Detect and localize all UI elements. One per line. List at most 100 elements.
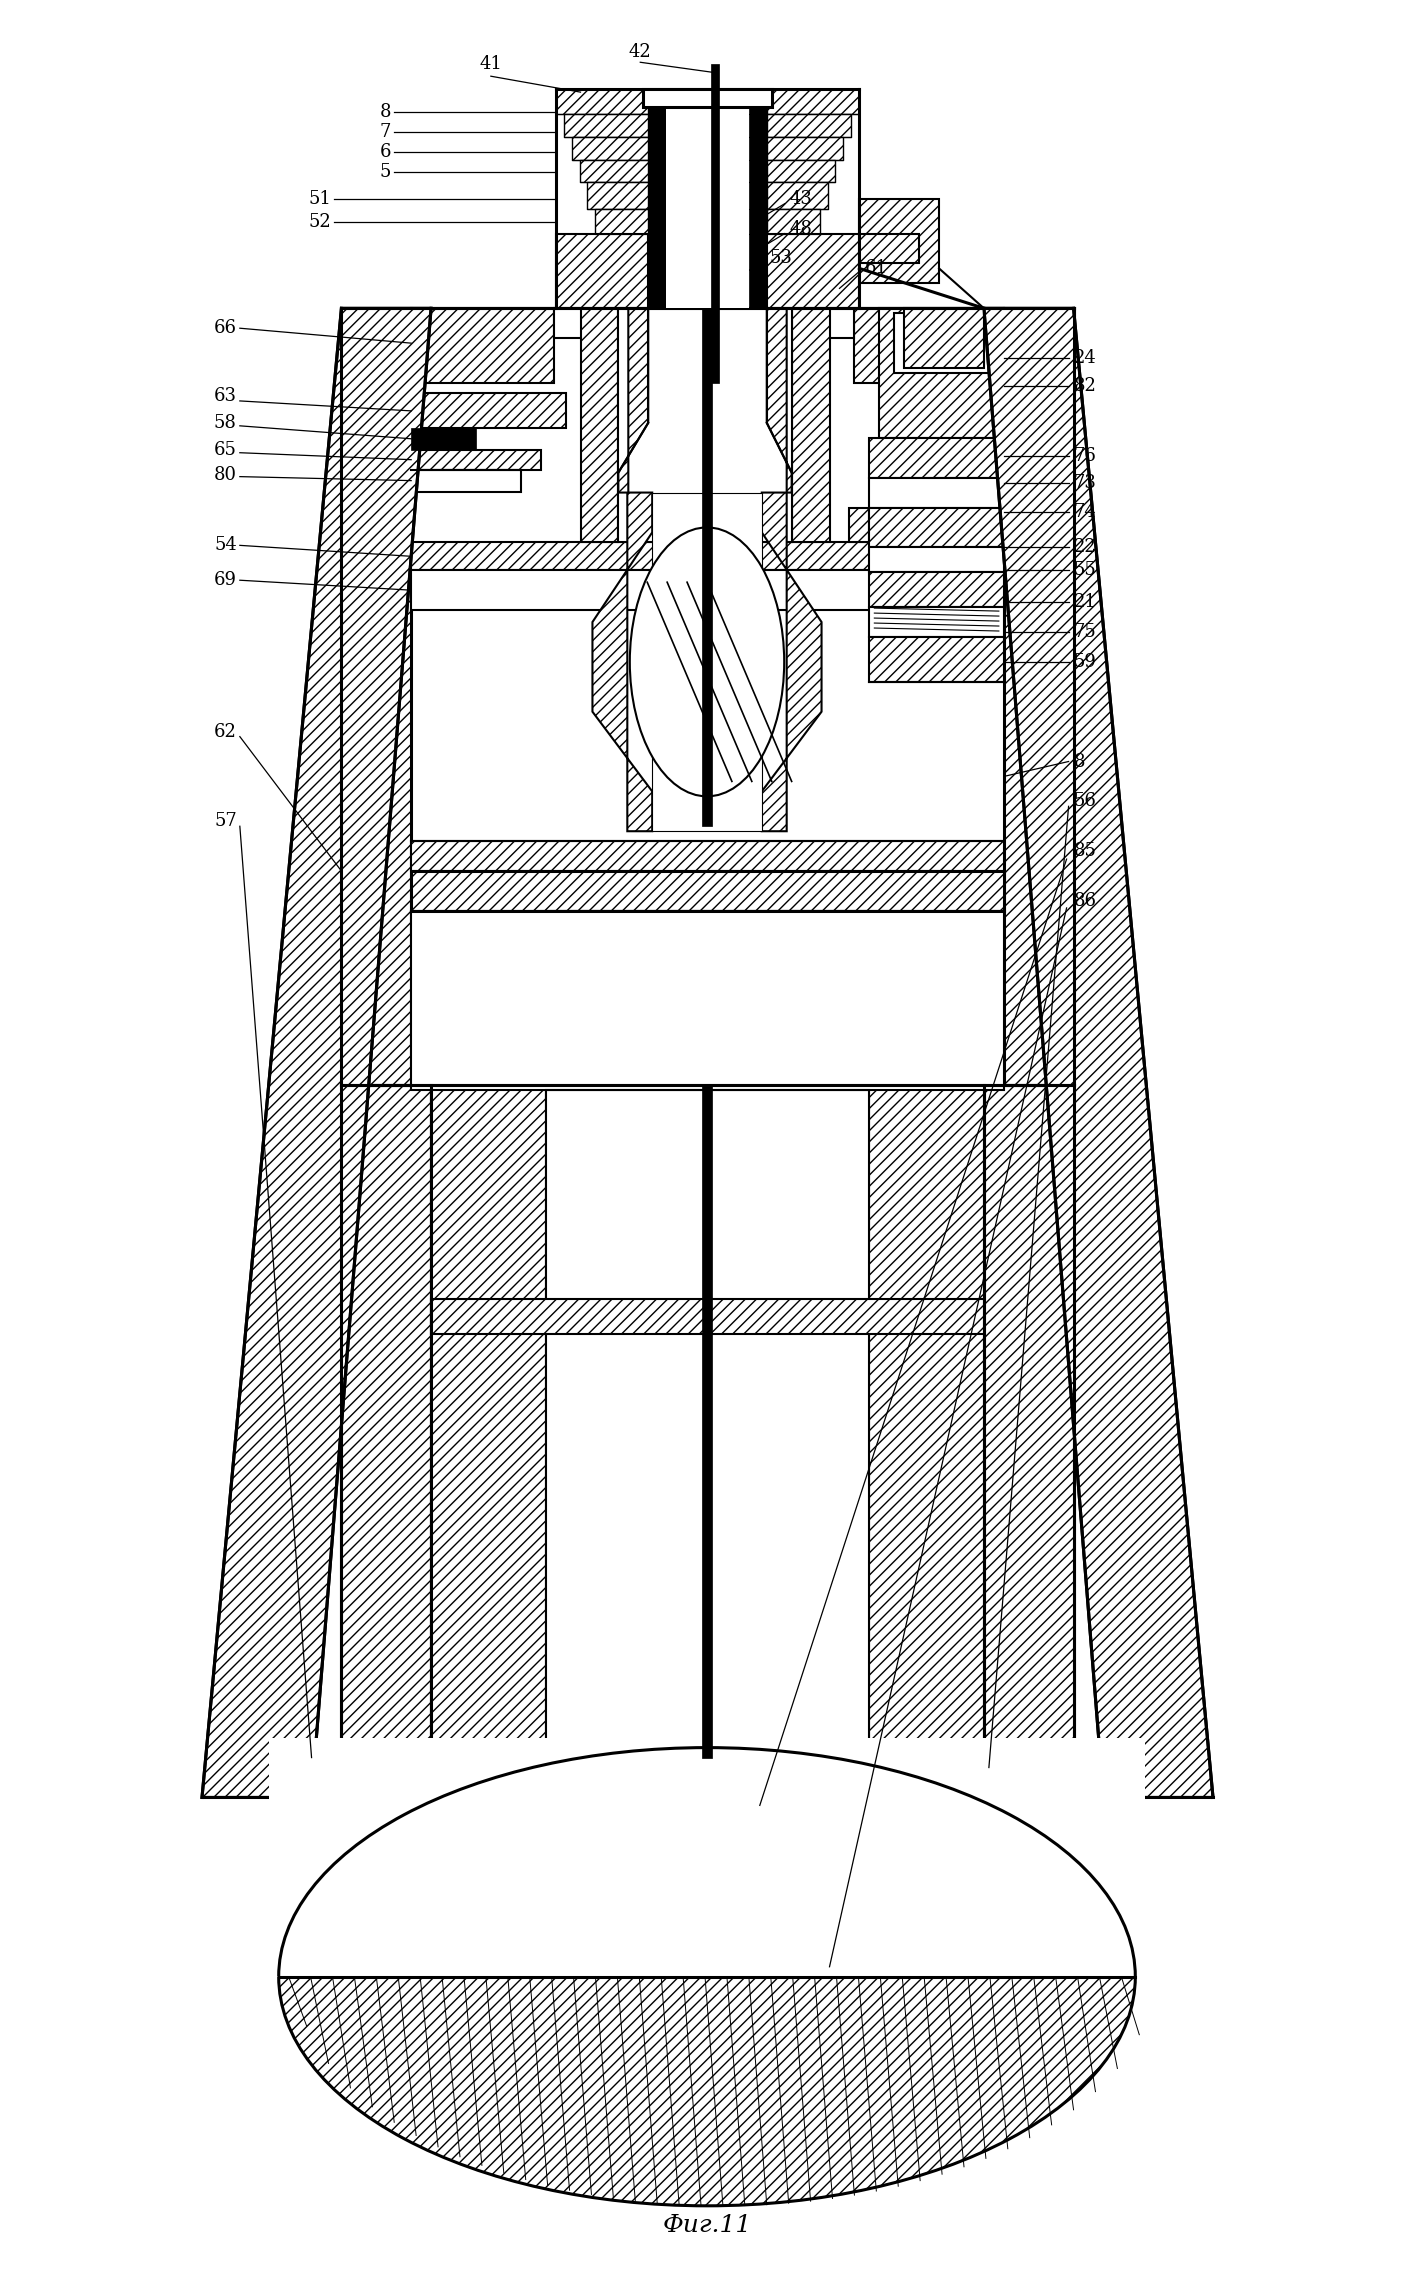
Polygon shape	[869, 1085, 983, 1757]
Polygon shape	[556, 233, 648, 308]
Polygon shape	[983, 308, 1213, 1798]
Bar	[869, 507, 1003, 548]
Text: 58: 58	[214, 414, 236, 432]
Bar	[869, 478, 1003, 507]
Text: 69: 69	[214, 571, 236, 590]
Text: 24: 24	[1074, 350, 1097, 368]
Text: 66: 66	[214, 320, 236, 338]
Bar	[869, 638, 1003, 681]
Text: 22: 22	[1074, 539, 1097, 555]
Polygon shape	[580, 160, 648, 183]
Text: 8: 8	[379, 103, 391, 121]
Bar	[702, 1085, 712, 1757]
Polygon shape	[767, 89, 859, 114]
Polygon shape	[767, 137, 843, 160]
Bar	[412, 912, 1003, 1090]
Polygon shape	[593, 494, 652, 832]
Polygon shape	[767, 308, 791, 494]
Bar	[412, 471, 521, 491]
Text: 85: 85	[1074, 843, 1097, 859]
Bar	[412, 871, 1003, 912]
Polygon shape	[572, 137, 648, 160]
Text: 43: 43	[790, 190, 812, 208]
Text: 82: 82	[1074, 377, 1097, 395]
Text: 61: 61	[865, 260, 887, 276]
Bar	[869, 608, 1003, 638]
Polygon shape	[618, 308, 648, 494]
Text: 73: 73	[1074, 473, 1097, 491]
Polygon shape	[855, 308, 1003, 384]
Bar	[412, 450, 541, 471]
Bar	[904, 308, 983, 368]
Polygon shape	[767, 233, 859, 308]
Text: 75: 75	[1074, 624, 1097, 642]
Bar	[648, 89, 666, 308]
Ellipse shape	[279, 1748, 1135, 2205]
Text: 8: 8	[1074, 752, 1085, 770]
Bar	[432, 1743, 983, 1798]
Polygon shape	[580, 308, 618, 542]
Bar	[749, 89, 767, 308]
Text: Фиг.11: Фиг.11	[662, 2214, 751, 2237]
Bar	[869, 571, 1003, 608]
Text: 74: 74	[1074, 503, 1097, 521]
Text: 21: 21	[1074, 594, 1097, 610]
Polygon shape	[341, 308, 412, 1085]
Text: 52: 52	[308, 213, 331, 231]
Bar	[412, 542, 959, 571]
Text: 5: 5	[379, 162, 391, 181]
Polygon shape	[412, 308, 553, 384]
Text: 41: 41	[480, 55, 502, 73]
Bar	[412, 427, 475, 450]
Polygon shape	[767, 208, 819, 233]
Bar	[341, 1757, 1074, 1798]
Text: 76: 76	[1074, 446, 1097, 464]
Ellipse shape	[630, 528, 784, 797]
Text: 56: 56	[1074, 793, 1097, 811]
Text: 80: 80	[214, 466, 236, 484]
Text: 63: 63	[214, 386, 236, 404]
Polygon shape	[767, 183, 828, 208]
Bar	[412, 571, 959, 610]
Polygon shape	[563, 114, 648, 137]
Bar	[869, 439, 1003, 478]
Bar	[412, 393, 566, 427]
Text: 65: 65	[214, 441, 236, 459]
Ellipse shape	[279, 1748, 1135, 2205]
Bar	[710, 64, 719, 384]
Polygon shape	[432, 1085, 546, 1757]
Bar	[849, 507, 869, 542]
Text: 54: 54	[214, 537, 236, 555]
Polygon shape	[1003, 308, 1074, 1085]
Text: 62: 62	[214, 722, 236, 740]
Text: 42: 42	[628, 43, 652, 62]
Polygon shape	[556, 89, 648, 114]
Bar	[412, 841, 1003, 871]
Polygon shape	[767, 114, 852, 137]
Polygon shape	[879, 308, 1003, 439]
Polygon shape	[791, 308, 829, 542]
Text: 48: 48	[790, 219, 812, 238]
Bar	[526, 1798, 889, 1828]
Bar	[432, 1300, 983, 1334]
Polygon shape	[983, 1085, 1074, 1757]
Bar	[269, 1737, 1145, 1977]
Bar	[618, 308, 791, 542]
Polygon shape	[761, 494, 822, 832]
Bar	[869, 548, 1003, 571]
Polygon shape	[587, 183, 648, 208]
Bar	[546, 1085, 869, 1757]
Polygon shape	[596, 208, 648, 233]
Bar	[666, 89, 749, 308]
Polygon shape	[859, 199, 940, 283]
Bar	[894, 313, 989, 372]
Bar	[644, 89, 771, 107]
Text: 55: 55	[1074, 562, 1097, 580]
Text: 51: 51	[308, 190, 331, 208]
Bar	[553, 308, 855, 338]
Text: 53: 53	[770, 249, 792, 267]
Polygon shape	[767, 160, 835, 183]
Text: 59: 59	[1074, 654, 1097, 672]
Polygon shape	[341, 1085, 432, 1757]
Text: 7: 7	[379, 123, 391, 142]
